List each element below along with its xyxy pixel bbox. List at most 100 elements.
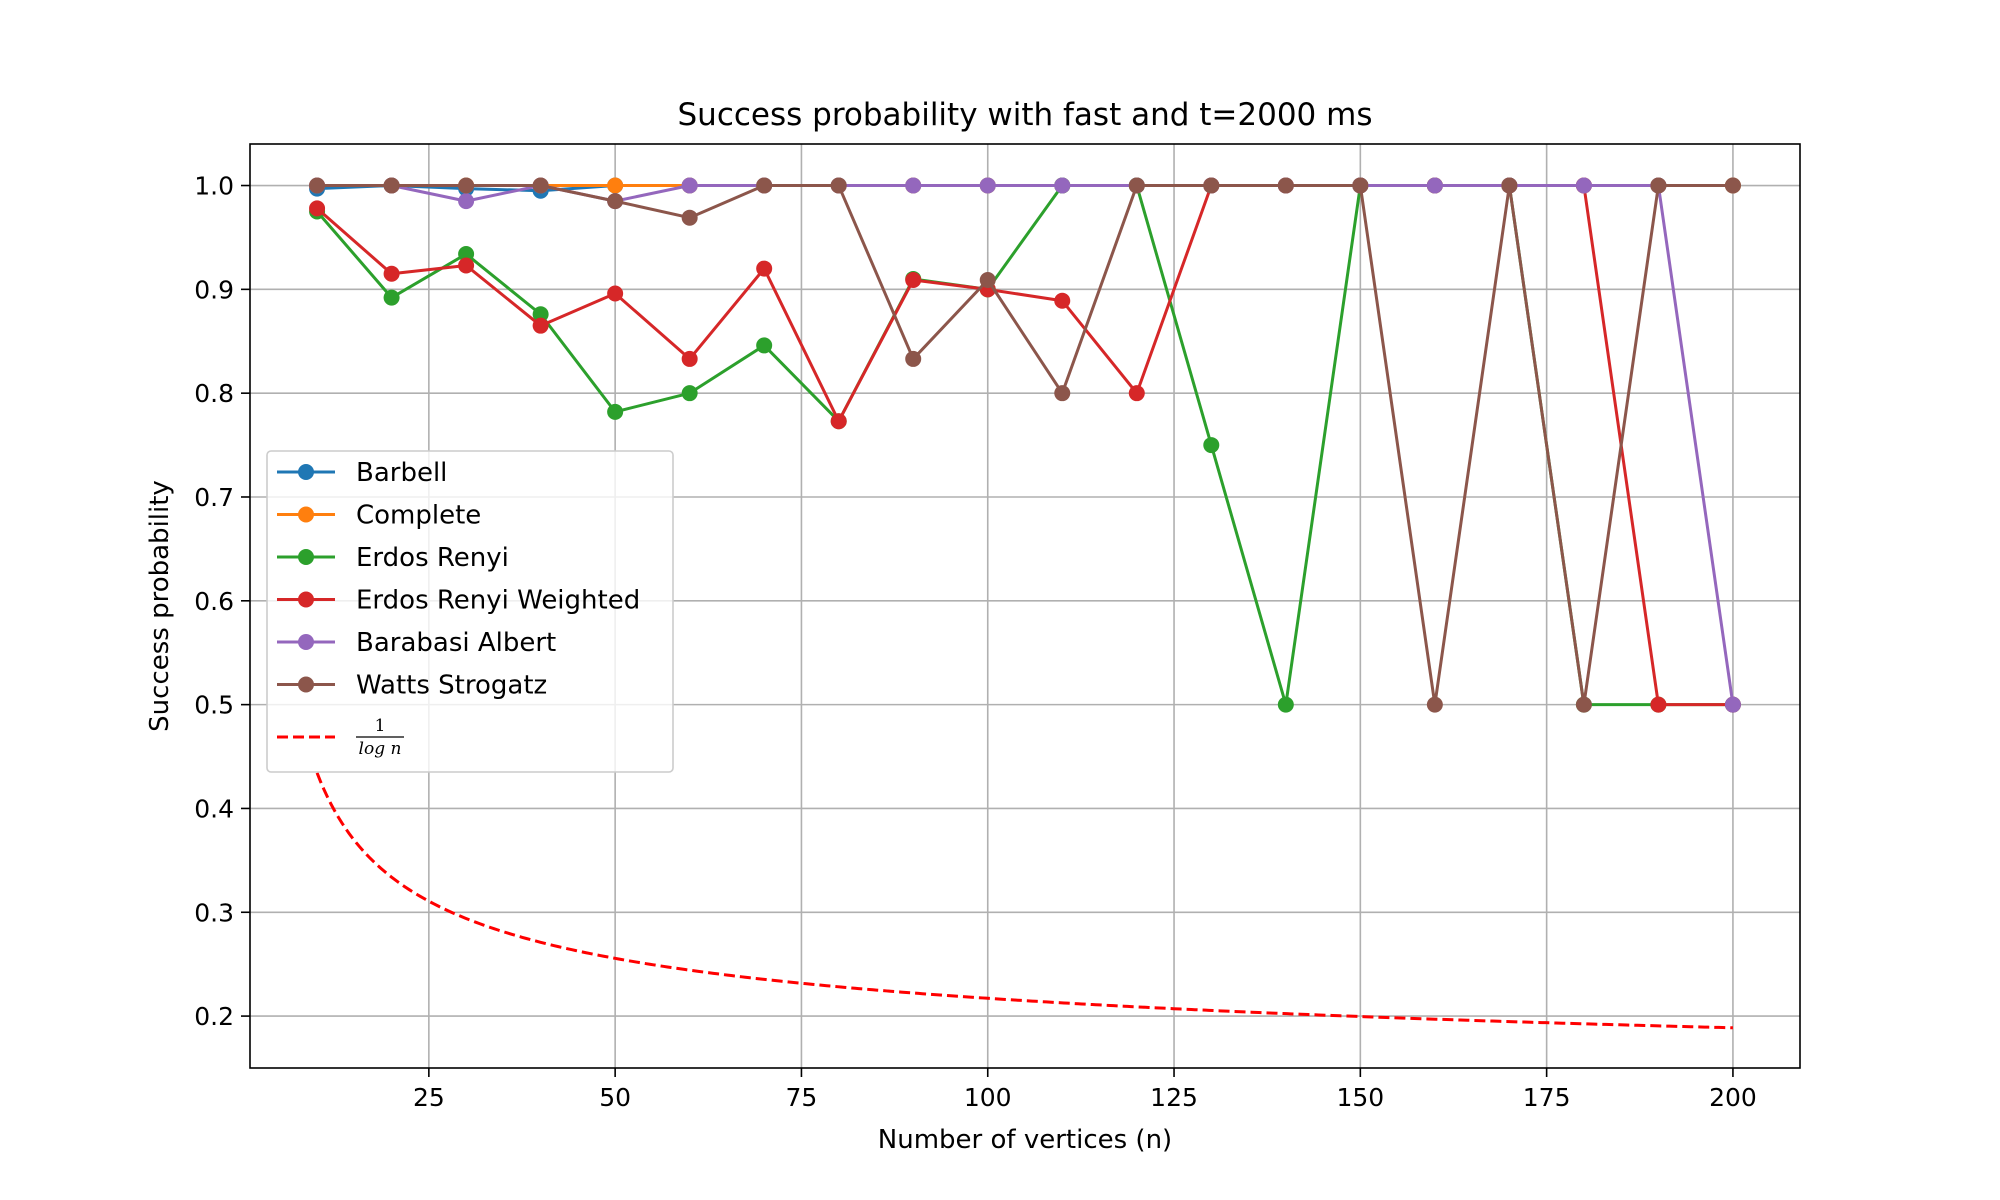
series-layer — [309, 177, 1741, 713]
data-point-watts-strogatz — [383, 177, 400, 194]
data-point-barabasi-albert — [681, 177, 698, 194]
legend-item: Complete — [277, 501, 481, 531]
legend-label: Barabasi Albert — [356, 628, 556, 658]
legend-marker — [298, 591, 314, 608]
legend-fraction-denominator: log n — [359, 739, 402, 759]
data-point-barabasi-albert — [1724, 696, 1741, 713]
legend-label: Watts Strogatz — [356, 671, 547, 701]
x-tick-label: 175 — [1523, 1083, 1571, 1112]
data-point-erdos-renyi-weighted — [458, 257, 475, 274]
legend-marker — [298, 549, 314, 565]
chart-title: Success probability with fast and t=2000… — [678, 97, 1373, 133]
legend-label: Erdos Renyi — [356, 543, 509, 573]
y-tick-label: 0.2 — [194, 1002, 234, 1031]
data-point-watts-strogatz — [905, 350, 922, 367]
x-tick-label: 25 — [413, 1083, 445, 1112]
legend-box — [266, 450, 674, 773]
x-tick-label: 150 — [1336, 1083, 1384, 1112]
data-point-erdos-renyi-weighted — [830, 413, 847, 430]
plot-frame — [249, 143, 1801, 1069]
data-point-watts-strogatz — [830, 177, 847, 194]
data-point-erdos-renyi-weighted — [1650, 696, 1667, 713]
ticks: 25 50 75 100 125 150 175 200 0.2 0.3 0.4 0.5 0.6 0.7 0… — [194, 172, 1757, 1112]
data-point-erdos-renyi-weighted — [905, 272, 922, 289]
legend-item: Erdos Renyi Weighted — [277, 586, 640, 616]
data-point-watts-strogatz — [681, 209, 698, 226]
y-axis-label: Success probability — [145, 480, 175, 732]
y-tick-label: 0.3 — [194, 898, 234, 927]
data-point-barabasi-albert — [905, 177, 922, 194]
data-point-erdos-renyi-weighted — [681, 350, 698, 367]
x-tick-label: 100 — [964, 1083, 1012, 1112]
data-point-watts-strogatz — [1054, 385, 1071, 402]
data-point-barabasi-albert — [979, 177, 996, 194]
y-tick-label: 0.8 — [194, 379, 234, 408]
data-point-erdos-renyi — [1277, 696, 1294, 713]
legend-item: Watts Strogatz — [277, 671, 547, 701]
data-point-erdos-renyi-weighted — [383, 265, 400, 282]
y-tick-label: 0.4 — [194, 794, 234, 823]
legend-label: Erdos Renyi Weighted — [356, 586, 640, 616]
data-point-watts-strogatz — [1650, 177, 1667, 194]
data-point-watts-strogatz — [1128, 177, 1145, 194]
y-tick-label: 0.9 — [194, 275, 234, 304]
legend: Barbell Complete Erdos Renyi Erdos Renyi We… — [266, 450, 674, 773]
data-point-watts-strogatz — [309, 177, 326, 194]
y-tick-label: 0.6 — [194, 587, 234, 616]
data-point-erdos-renyi-weighted — [1128, 385, 1145, 402]
data-point-watts-strogatz — [1203, 177, 1220, 194]
data-point-watts-strogatz — [1277, 177, 1294, 194]
data-point-barabasi-albert — [458, 193, 475, 210]
legend-item-reference: 1 log n — [277, 716, 404, 759]
data-point-watts-strogatz — [607, 193, 624, 210]
x-tick-label: 75 — [786, 1083, 818, 1112]
data-point-barabasi-albert — [1054, 177, 1071, 194]
data-point-erdos-renyi — [681, 385, 698, 402]
data-point-erdos-renyi — [1203, 437, 1220, 454]
legend-marker — [298, 634, 314, 650]
data-point-watts-strogatz — [1724, 177, 1741, 194]
data-point-watts-strogatz — [1501, 177, 1518, 194]
y-tick-label: 0.7 — [194, 483, 234, 512]
data-point-erdos-renyi-weighted — [607, 285, 624, 302]
data-point-watts-strogatz — [756, 177, 773, 194]
data-point-erdos-renyi — [607, 403, 624, 420]
series-line-watts-strogatz — [317, 184, 1733, 707]
data-point-watts-strogatz — [1575, 696, 1592, 713]
data-point-erdos-renyi — [458, 246, 475, 263]
legend-marker — [298, 464, 314, 480]
data-point-watts-strogatz — [1352, 177, 1369, 194]
data-point-erdos-renyi-weighted — [532, 317, 549, 334]
legend-item: Barbell — [277, 458, 447, 488]
data-point-erdos-renyi — [532, 306, 549, 323]
x-tick-label: 125 — [1150, 1083, 1198, 1112]
data-point-erdos-renyi — [383, 289, 400, 306]
legend-item: Erdos Renyi — [277, 543, 509, 573]
x-axis-label: Number of vertices (n) — [878, 1125, 1172, 1155]
legend-marker — [298, 676, 314, 693]
data-point-watts-strogatz — [979, 272, 996, 289]
data-point-watts-strogatz — [532, 177, 549, 194]
legend-label: Barbell — [356, 458, 447, 488]
data-point-erdos-renyi-weighted — [1054, 292, 1071, 309]
legend-item: Barabasi Albert — [277, 628, 556, 658]
x-tick-label: 200 — [1709, 1083, 1757, 1112]
y-tick-label: 0.5 — [194, 691, 234, 720]
data-point-barabasi-albert — [1575, 177, 1592, 194]
data-point-erdos-renyi-weighted — [309, 200, 326, 217]
data-point-erdos-renyi-weighted — [756, 260, 773, 277]
series-watts-strogatz — [309, 177, 1741, 713]
data-point-watts-strogatz — [1426, 696, 1443, 713]
data-point-erdos-renyi — [756, 337, 773, 354]
y-tick-label: 1.0 — [194, 172, 234, 201]
reference-curve-line — [315, 772, 1733, 1030]
x-tick-label: 50 — [599, 1083, 631, 1112]
data-point-complete — [607, 177, 624, 194]
data-point-barabasi-albert — [1426, 177, 1443, 194]
legend-fraction-numerator: 1 — [375, 716, 386, 736]
data-point-watts-strogatz — [458, 177, 475, 194]
reference-curve-layer — [315, 772, 1733, 1030]
grid — [250, 144, 1800, 1068]
legend-marker — [298, 506, 314, 523]
